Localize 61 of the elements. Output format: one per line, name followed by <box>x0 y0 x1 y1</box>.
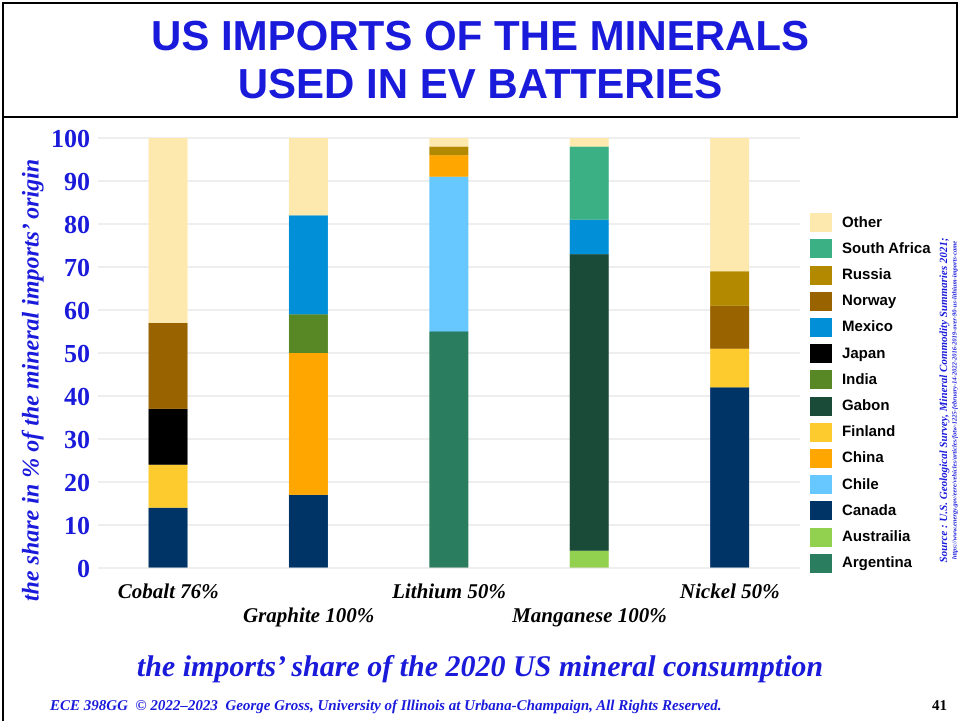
bar <box>148 508 188 568</box>
x-tick-label: Nickel 50% <box>678 579 780 603</box>
x-tick-label: Graphite 100% <box>242 603 374 627</box>
bar <box>429 155 468 177</box>
legend-label: Other <box>842 212 882 233</box>
bar <box>148 322 188 409</box>
bar <box>710 306 750 349</box>
y-tick-label: 40 <box>64 382 90 412</box>
legend-label: Finland <box>842 422 896 442</box>
x-tick-label: Cobalt 76% <box>118 579 219 603</box>
bar <box>570 146 609 220</box>
bar <box>288 494 328 568</box>
bar <box>288 353 328 495</box>
y-tick-label: 10 <box>64 511 90 540</box>
bar <box>570 138 609 147</box>
source-note: Source : U.S. Geological Survey, Mineral Commodity Summaries 2021; <box>938 237 950 563</box>
y-tick-label: 0 <box>77 554 90 584</box>
y-tick-label: 60 <box>64 296 90 326</box>
bar <box>570 220 609 254</box>
bar <box>148 408 188 465</box>
y-tick-label: 90 <box>64 167 90 196</box>
bar <box>288 314 328 353</box>
bar <box>570 254 609 551</box>
y-tick-label: 30 <box>64 425 90 454</box>
x-tick-label: Manganese 100% <box>511 603 667 627</box>
bar <box>429 138 468 147</box>
legend-label: Norway <box>842 291 896 312</box>
legend-label: Mexico <box>842 317 893 338</box>
x-tick-label: Lithium 50% <box>391 579 506 603</box>
y-tick-label: 50 <box>64 339 90 368</box>
bar <box>710 387 750 568</box>
bar <box>148 138 188 323</box>
legend-label: China <box>842 448 884 468</box>
bar <box>429 176 468 332</box>
bar <box>570 550 609 568</box>
y-tick-label: 20 <box>64 468 90 498</box>
x-axis-title: the imports’ share of the 2020 US mineral consumption <box>136 650 824 684</box>
bar <box>429 332 468 568</box>
y-tick-label: 70 <box>64 253 90 282</box>
bar <box>429 146 468 156</box>
text: 41 <box>932 698 947 715</box>
legend-label: Argentina <box>842 553 912 574</box>
y-tick-label: 100 <box>51 124 90 154</box>
legend-label: Russia <box>842 264 892 285</box>
chart-title: US IMPORTS OF THE MINERALS USED IN EV BATTERIES <box>150 12 810 108</box>
bar <box>148 464 188 508</box>
bar <box>288 138 328 216</box>
legend-label: Chile <box>842 474 879 495</box>
legend-label: India <box>842 370 878 390</box>
y-tick-label: 80 <box>64 210 90 240</box>
bar <box>710 138 750 272</box>
text: ECE 398GG © 2022–2023 George Gross, University of Illinois at Urbana-Champaign, All Rights Reserved. <box>50 698 722 715</box>
legend-label: South Africa <box>842 238 931 259</box>
bar <box>710 271 750 306</box>
y-axis-title: the share in % of the mineral imports’ origin <box>18 158 46 602</box>
legend-label: Canada <box>842 500 896 521</box>
bar <box>288 215 328 314</box>
legend-label: Japan <box>842 344 886 364</box>
legend-label: Austrailia <box>842 527 910 548</box>
legend-label: Gabon <box>842 396 890 416</box>
bar <box>710 348 750 388</box>
